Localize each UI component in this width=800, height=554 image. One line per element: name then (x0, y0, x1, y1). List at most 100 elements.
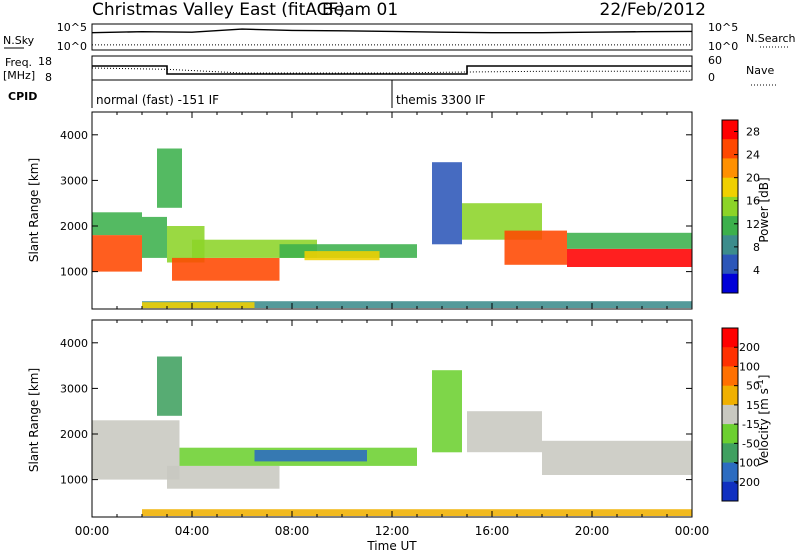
power-region-11 (504, 230, 567, 265)
colorbar-tick-label: 200 (739, 341, 760, 354)
power-region-13 (567, 232, 692, 249)
power-region-0 (92, 235, 142, 272)
noise-panel: N.Sky 10^5 10^0 10^5 10^0 N.Search (3, 21, 796, 53)
colorbar-swatch (722, 139, 738, 159)
power-region-15 (142, 302, 255, 309)
cpid-segment-0: normal (fast) -151 IF (96, 93, 219, 107)
colorbar-tick-label: 16 (746, 195, 760, 208)
colorbar-tick-label: 15 (746, 399, 760, 412)
power-ylabel: Slant Range [km] (27, 158, 41, 262)
freq-tick-top: 18 (38, 55, 52, 68)
power-region-8 (304, 251, 380, 261)
colorbar-swatch (722, 462, 738, 483)
colorbar-swatch (722, 158, 738, 179)
power-region-5 (172, 257, 280, 281)
colorbar-tick-label: -100 (735, 457, 760, 470)
power-region-12 (567, 248, 692, 267)
range-tick-label: 1000 (60, 266, 88, 279)
colorbar-tick-label: 50 (746, 380, 760, 393)
nave-tick-top: 60 (708, 54, 722, 67)
range-tick-label: 3000 (60, 174, 88, 187)
cpid-segment-1: themis 3300 IF (396, 93, 486, 107)
colorbar-tick-label: -50 (742, 437, 760, 450)
velocity-region-0 (92, 420, 180, 480)
nave-tick-bottom: 0 (708, 71, 715, 84)
time-tick-label-0: 00:00 (75, 524, 110, 538)
colorbar-frame (721, 119, 739, 294)
colorbar-tick-label: 100 (739, 360, 760, 373)
power-region-1 (92, 212, 142, 236)
velocity-region-6 (467, 411, 542, 453)
range-tick-label: 3000 (60, 382, 88, 395)
colorbar-swatch (722, 235, 738, 255)
velocity-region-5 (432, 370, 462, 453)
freq-label: Freq. (5, 56, 32, 69)
time-axis: 00:00 04:00 08:00 12:00 16:00 20:00 00:00 (75, 524, 710, 538)
power-region-14 (142, 301, 692, 308)
noise-left-tick-bottom: 10^0 (57, 40, 87, 53)
freq-panel: Freq. [MHz] 18 8 60 0 Nave (3, 54, 778, 86)
colorbar-tick-label: 4 (753, 264, 760, 277)
velocity-region-2 (167, 465, 280, 489)
colorbar-swatch (722, 404, 738, 425)
colorbar-swatch (722, 273, 738, 294)
colorbar-swatch (722, 385, 738, 406)
colorbar-swatch (722, 254, 738, 275)
colorbar-tick-label: 12 (746, 218, 760, 231)
cpid-label: CPID (8, 90, 37, 103)
noise-left-tick-top: 10^5 (57, 21, 87, 34)
velocity-ylabel: Slant Range [km] (27, 368, 41, 472)
noise-frame (91, 23, 693, 51)
colorbar-swatch (722, 443, 738, 463)
plot-title: Christmas Valley East (fitACF) (92, 0, 345, 20)
velocity-region-8 (142, 509, 692, 516)
noise-sky-label: N.Sky (3, 34, 35, 47)
cpid-panel: CPID normal (fast) -151 IF themis 3300 IF (8, 80, 486, 108)
range-tick-label: 2000 (60, 220, 88, 233)
colorbar-frame (721, 327, 739, 502)
power-panel: 1000 2000 3000 4000 Slant Range [km] 4 8 12 16… (27, 111, 771, 310)
nave-line (91, 67, 692, 74)
power-region-2 (142, 216, 167, 258)
noise-right-tick-bottom: 10^0 (708, 40, 738, 53)
time-tick-label-4: 16:00 (475, 524, 510, 538)
date-label: 22/Feb/2012 (600, 0, 706, 20)
colorbar-swatch (722, 424, 738, 444)
freq-frame (91, 55, 693, 81)
noise-search-label: N.Search (746, 32, 796, 45)
colorbar-tick-label: -15 (742, 418, 760, 431)
range-tick-label: 4000 (60, 337, 88, 350)
colorbar-swatch (722, 177, 738, 198)
range-tick-label: 1000 (60, 474, 88, 487)
range-tick-label: 2000 (60, 428, 88, 441)
colorbar-tick-label: 20 (746, 172, 760, 185)
nave-label: Nave (746, 64, 774, 77)
time-tick-label-5: 20:00 (575, 524, 610, 538)
noise-sky-line (91, 28, 693, 34)
colorbar-tick-label: 24 (746, 149, 760, 162)
freq-unit: [MHz] (3, 69, 35, 82)
colorbar-swatch (722, 481, 738, 502)
beam-label: Beam 01 (322, 0, 398, 20)
range-tick-label: 4000 (60, 129, 88, 142)
velocity-region-1 (157, 356, 182, 416)
time-tick-label-1: 04:00 (175, 524, 210, 538)
colorbar-swatch (722, 328, 738, 348)
colorbar-swatch (722, 120, 738, 140)
colorbar-tick-label: -200 (735, 476, 760, 489)
colorbar-swatch (722, 216, 738, 236)
velocity-colorbar-label: Velocity [m s-1] (756, 375, 771, 466)
freq-line (92, 65, 692, 75)
power-region-9 (432, 162, 462, 245)
colorbar-swatch (722, 366, 738, 387)
time-tick-label-6: 00:00 (675, 524, 710, 538)
colorbar-swatch (722, 196, 738, 217)
power-region-3 (157, 148, 182, 208)
colorbar-swatch (722, 347, 738, 367)
velocity-region-4 (254, 450, 367, 462)
colorbar-tick-label: 8 (753, 241, 760, 254)
time-tick-label-2: 08:00 (275, 524, 310, 538)
power-colorbar-label: Power [dB] (757, 177, 771, 242)
colorbar-tick-label: 28 (746, 126, 760, 139)
